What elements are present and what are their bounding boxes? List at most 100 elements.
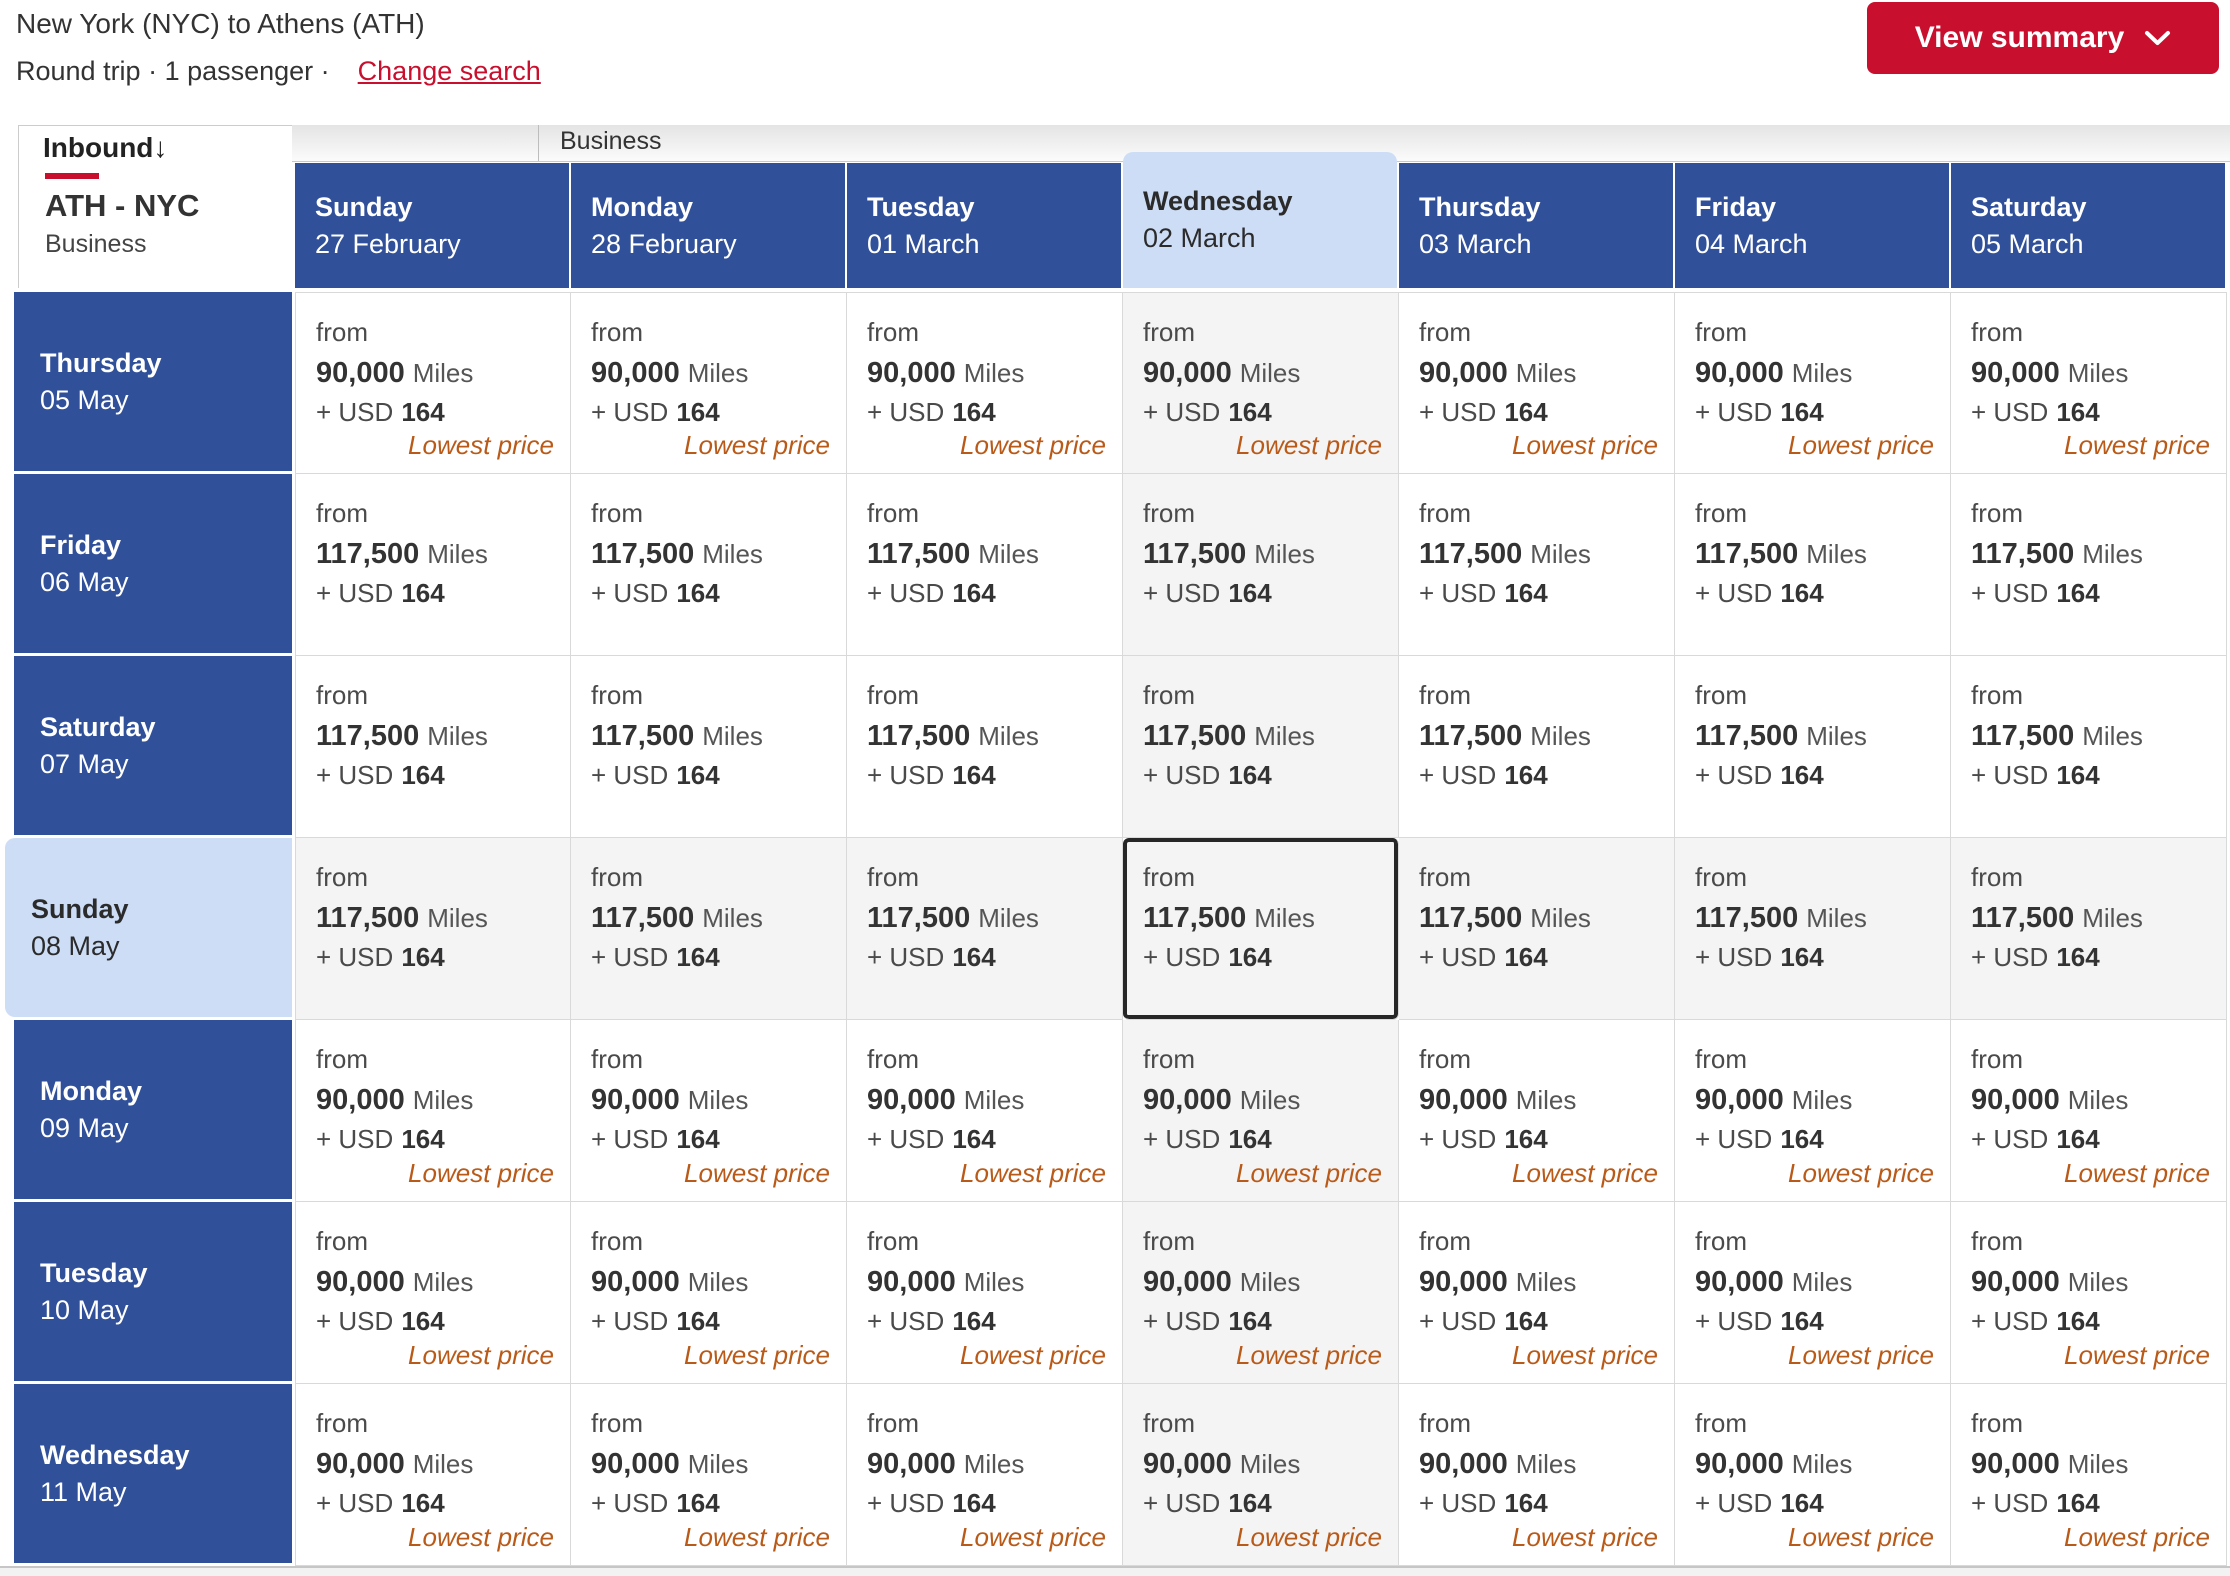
fare-cell[interactable]: from 90,000 Miles + USD 164 Lowest price (295, 1202, 571, 1384)
fare-cell[interactable]: from 90,000 Miles + USD 164 Lowest price (571, 1020, 847, 1202)
usd-value: 164 (1780, 942, 1824, 972)
taxes-line: + USD 164 (591, 760, 830, 791)
fare-cell[interactable]: from 117,500 Miles + USD 164 (847, 838, 1123, 1020)
fare-cell[interactable]: from 90,000 Miles + USD 164 Lowest price (1123, 292, 1399, 474)
miles-line: 117,500 Miles (1695, 538, 1934, 571)
fare-cell[interactable]: from 90,000 Miles + USD 164 Lowest price (1675, 292, 1951, 474)
usd-value: 164 (676, 1488, 720, 1518)
fare-cell[interactable]: from 117,500 Miles + USD 164 (1123, 656, 1399, 838)
plus-usd-label: + USD (1419, 1488, 1497, 1518)
lowest-price-badge: Lowest price (408, 1158, 554, 1188)
fare-cell[interactable]: from 90,000 Miles + USD 164 Lowest price (1123, 1384, 1399, 1566)
taxes-line: + USD 164 (316, 578, 554, 609)
fare-cell[interactable]: from 117,500 Miles + USD 164 (1951, 474, 2227, 656)
fare-cell[interactable]: from 117,500 Miles + USD 164 (1123, 838, 1399, 1020)
tab-divider (538, 125, 539, 161)
miles-value: 90,000 (1419, 1448, 1508, 1480)
lowest-price-badge: Lowest price (684, 1522, 830, 1552)
plus-usd-label: + USD (1695, 1488, 1773, 1518)
usd-value: 164 (1228, 1124, 1272, 1154)
taxes-line: + USD 164 (1419, 760, 1658, 791)
miles-value: 90,000 (316, 1266, 405, 1298)
fare-cell[interactable]: from 90,000 Miles + USD 164 Lowest price (295, 1020, 571, 1202)
fare-cell[interactable]: from 117,500 Miles + USD 164 (295, 474, 571, 656)
taxes-line: + USD 164 (591, 578, 830, 609)
fare-cell[interactable]: from 90,000 Miles + USD 164 Lowest price (1675, 1384, 1951, 1566)
fare-cell[interactable]: from 90,000 Miles + USD 164 Lowest price (847, 1202, 1123, 1384)
tab-business[interactable]: Business (560, 127, 662, 155)
fare-cell[interactable]: from 90,000 Miles + USD 164 Lowest price (1399, 292, 1675, 474)
fare-cell[interactable]: from 117,500 Miles + USD 164 (1399, 838, 1675, 1020)
miles-line: 117,500 Miles (591, 720, 830, 753)
fare-cell[interactable]: from 90,000 Miles + USD 164 Lowest price (571, 1384, 847, 1566)
fare-cell[interactable]: from 90,000 Miles + USD 164 Lowest price (1675, 1020, 1951, 1202)
plus-usd-label: + USD (1695, 1306, 1773, 1336)
miles-value: 90,000 (591, 1448, 680, 1480)
fare-cell[interactable]: from 90,000 Miles + USD 164 Lowest price (1399, 1202, 1675, 1384)
usd-value: 164 (1228, 942, 1272, 972)
view-summary-button[interactable]: View summary (1867, 2, 2219, 74)
miles-suffix: Miles (427, 539, 488, 569)
fare-cell[interactable]: from 90,000 Miles + USD 164 Lowest price (295, 1384, 571, 1566)
usd-value: 164 (1228, 1488, 1272, 1518)
fare-cell[interactable]: from 117,500 Miles + USD 164 (571, 474, 847, 656)
miles-line: 90,000 Miles (1971, 1266, 2210, 1299)
fare-cell[interactable]: from 90,000 Miles + USD 164 Lowest price (847, 292, 1123, 474)
taxes-line: + USD 164 (867, 760, 1106, 791)
fare-cell[interactable]: from 117,500 Miles + USD 164 (1675, 656, 1951, 838)
column-day: Wednesday (1143, 186, 1293, 216)
fare-cell[interactable]: from 90,000 Miles + USD 164 Lowest price (571, 292, 847, 474)
fare-cell[interactable]: from 117,500 Miles + USD 164 (1675, 838, 1951, 1020)
fare-cell[interactable]: from 117,500 Miles + USD 164 (1951, 656, 2227, 838)
fare-cell[interactable]: from 90,000 Miles + USD 164 Lowest price (1675, 1202, 1951, 1384)
lowest-price-badge: Lowest price (1236, 430, 1382, 460)
miles-line: 117,500 Miles (867, 538, 1106, 571)
view-summary-label: View summary (1914, 21, 2125, 54)
taxes-line: + USD 164 (1419, 942, 1658, 973)
fare-cell[interactable]: from 90,000 Miles + USD 164 Lowest price (847, 1384, 1123, 1566)
fare-cell[interactable]: from 117,500 Miles + USD 164 (1399, 656, 1675, 838)
fare-cell[interactable]: from 90,000 Miles + USD 164 Lowest price (1123, 1020, 1399, 1202)
miles-value: 90,000 (1419, 1266, 1508, 1298)
fare-cell[interactable]: from 117,500 Miles + USD 164 (847, 656, 1123, 838)
miles-line: 117,500 Miles (867, 720, 1106, 753)
lowest-price-badge: Lowest price (960, 1522, 1106, 1552)
fare-cell[interactable]: from 117,500 Miles + USD 164 (1399, 474, 1675, 656)
fare-cell[interactable]: from 90,000 Miles + USD 164 Lowest price (1399, 1384, 1675, 1566)
taxes-line: + USD 164 (867, 942, 1106, 973)
miles-value: 90,000 (1971, 1084, 2060, 1116)
change-search-link[interactable]: Change search (357, 56, 541, 86)
fare-cell[interactable]: from 90,000 Miles + USD 164 Lowest price (295, 292, 571, 474)
column-header: Tuesday 01 March (847, 163, 1121, 288)
taxes-line: + USD 164 (1695, 1488, 1934, 1519)
fare-cell[interactable]: from 117,500 Miles + USD 164 (295, 838, 571, 1020)
lowest-price-badge: Lowest price (1512, 1158, 1658, 1188)
fare-cell[interactable]: from 90,000 Miles + USD 164 Lowest price (1951, 1202, 2227, 1384)
fare-cell[interactable]: from 90,000 Miles + USD 164 Lowest price (1951, 292, 2227, 474)
fare-cell[interactable]: from 90,000 Miles + USD 164 Lowest price (847, 1020, 1123, 1202)
usd-value: 164 (1228, 578, 1272, 608)
fare-cell[interactable]: from 90,000 Miles + USD 164 Lowest price (1951, 1020, 2227, 1202)
usd-value: 164 (2056, 942, 2100, 972)
fare-cell[interactable]: from 117,500 Miles + USD 164 (571, 656, 847, 838)
miles-suffix: Miles (1806, 903, 1867, 933)
fare-cell[interactable]: from 117,500 Miles + USD 164 (1951, 838, 2227, 1020)
from-label: from (316, 680, 368, 710)
plus-usd-label: + USD (1419, 942, 1497, 972)
fare-cell[interactable]: from 90,000 Miles + USD 164 Lowest price (1951, 1384, 2227, 1566)
fare-cell[interactable]: from 90,000 Miles + USD 164 Lowest price (1123, 1202, 1399, 1384)
miles-line: 90,000 Miles (1695, 1266, 1934, 1299)
plus-usd-label: + USD (1143, 578, 1221, 608)
fare-cell[interactable]: from 117,500 Miles + USD 164 (295, 656, 571, 838)
miles-suffix: Miles (687, 358, 749, 388)
fare-cell[interactable]: from 117,500 Miles + USD 164 (1675, 474, 1951, 656)
fare-cell[interactable]: from 90,000 Miles + USD 164 Lowest price (1399, 1020, 1675, 1202)
fare-cell[interactable]: from 117,500 Miles + USD 164 (571, 838, 847, 1020)
fare-cell[interactable]: from 90,000 Miles + USD 164 Lowest price (571, 1202, 847, 1384)
fare-cell[interactable]: from 117,500 Miles + USD 164 (847, 474, 1123, 656)
lowest-price-badge: Lowest price (408, 1522, 554, 1552)
taxes-line: + USD 164 (1971, 1488, 2210, 1519)
miles-value: 90,000 (591, 1266, 680, 1298)
miles-value: 90,000 (316, 357, 405, 389)
fare-cell[interactable]: from 117,500 Miles + USD 164 (1123, 474, 1399, 656)
